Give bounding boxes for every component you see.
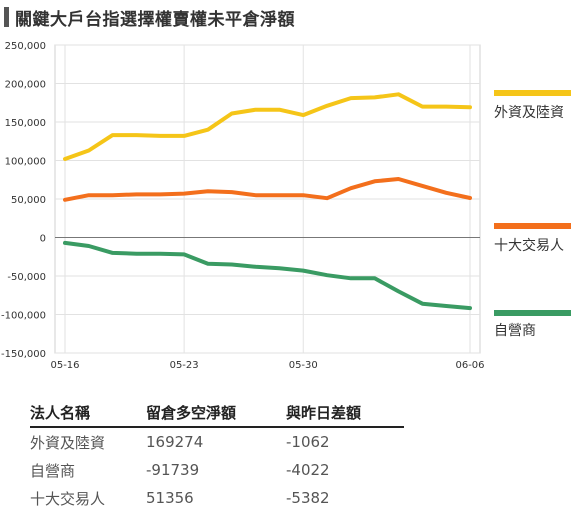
x-tick-label: 05-30 bbox=[289, 360, 318, 371]
table-row: 十大交易人 51356 -5382 bbox=[30, 484, 404, 512]
row-institution: 自營商 bbox=[30, 461, 76, 480]
chart-grid bbox=[54, 44, 481, 354]
positions-table: 法人名稱 留倉多空淨額 與昨日差額 外資及陸資 169274 -1062 自營商… bbox=[30, 398, 404, 512]
x-tick-label: 05-16 bbox=[50, 360, 79, 371]
row-daily-change: -5382 bbox=[286, 489, 330, 507]
line-chart: 250,000 200,000 150,000 100,000 50,000 0 -50,0… bbox=[1, 41, 485, 371]
series-line-0 bbox=[63, 92, 472, 161]
y-tick-label: 250,000 bbox=[5, 41, 46, 52]
chart-title-bar: 關鍵大戶台指選擇權賣權未平倉淨額 bbox=[4, 6, 295, 30]
y-tick-label: 100,000 bbox=[5, 157, 46, 168]
legend-swatch-top-ten bbox=[494, 223, 571, 229]
title-marker bbox=[4, 7, 9, 27]
y-tick-label: -100,000 bbox=[1, 311, 46, 322]
y-tick-label: -150,000 bbox=[1, 349, 46, 360]
legend-swatch-foreign bbox=[494, 90, 571, 96]
chart-axes: 250,000 200,000 150,000 100,000 50,000 0 -50,0… bbox=[1, 41, 485, 371]
series-line-2 bbox=[63, 240, 472, 311]
chart-title: 關鍵大戶台指選擇權賣權未平倉淨額 bbox=[15, 9, 295, 30]
row-daily-change: -4022 bbox=[286, 461, 330, 479]
row-institution: 外資及陸資 bbox=[30, 433, 106, 452]
y-tick-label: 0 bbox=[40, 234, 46, 245]
chart-series bbox=[63, 92, 472, 311]
y-tick-label: 150,000 bbox=[5, 118, 46, 129]
legend-label-dealers: 自營商 bbox=[494, 323, 536, 339]
header-institution: 法人名稱 bbox=[30, 403, 91, 422]
legend-label-top-ten: 十大交易人 bbox=[494, 238, 564, 254]
x-tick-label: 05-23 bbox=[170, 360, 199, 371]
row-daily-change: -1062 bbox=[286, 433, 330, 451]
legend-label-foreign: 外資及陸資 bbox=[494, 105, 564, 121]
y-tick-label: 200,000 bbox=[5, 80, 46, 91]
row-net-position: 51356 bbox=[146, 489, 194, 507]
x-tick-label: 06-06 bbox=[455, 360, 484, 371]
row-net-position: -91739 bbox=[146, 461, 200, 479]
series-line-1 bbox=[63, 177, 472, 202]
y-tick-label: 50,000 bbox=[11, 195, 46, 206]
y-tick-label: -50,000 bbox=[7, 272, 46, 283]
table-row: 外資及陸資 169274 -1062 bbox=[30, 427, 404, 456]
row-institution: 十大交易人 bbox=[30, 489, 106, 508]
table-header-row: 法人名稱 留倉多空淨額 與昨日差額 bbox=[30, 398, 404, 427]
legend-swatch-dealers bbox=[494, 310, 571, 316]
header-daily-change: 與昨日差額 bbox=[286, 403, 362, 422]
table-row: 自營商 -91739 -4022 bbox=[30, 456, 404, 484]
header-net-position: 留倉多空淨額 bbox=[146, 403, 237, 422]
row-net-position: 169274 bbox=[146, 433, 204, 451]
